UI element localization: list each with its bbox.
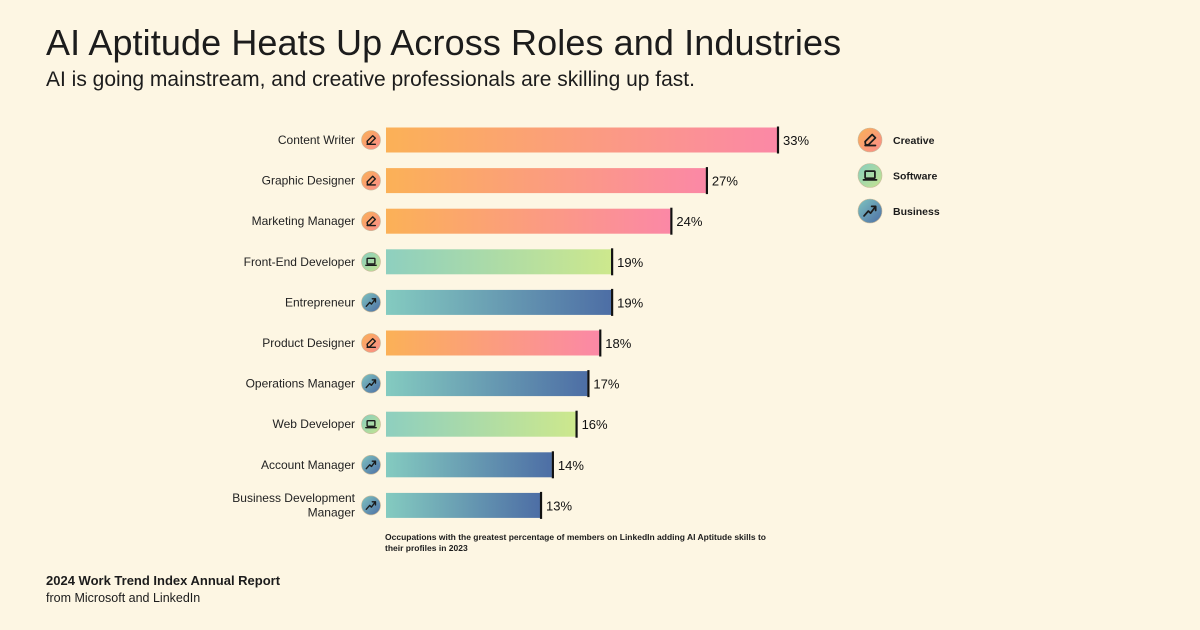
category-label: Entrepreneur [285,295,355,309]
trend-up-icon [365,298,377,307]
category-icon [361,454,381,475]
trend-up-icon [365,379,377,389]
category-icon [361,211,381,231]
value-label: 17% [593,377,619,392]
value-label: 16% [582,417,608,432]
category-label: Business Development Manager [232,491,355,520]
value-label: 33% [783,133,809,148]
category-icon [361,130,381,150]
pencil-icon [366,337,377,349]
bar-row: Web Developer 16% [273,410,608,438]
pencil-icon [864,133,877,147]
category-icon [361,373,381,394]
value-label: 14% [558,458,584,473]
category-label: Web Developer [273,417,356,431]
bar-row: Account Manager 14% [261,451,584,479]
category-label: Account Manager [261,458,355,472]
bar [386,411,576,437]
bar [386,249,612,275]
legend-swatch [857,198,883,224]
category-icon [361,170,381,191]
bar-row: Front-End Developer 19% [244,248,644,276]
value-label: 19% [617,295,643,310]
legend-swatch [857,127,883,153]
laptop-icon [365,257,377,266]
pencil-icon [366,134,377,146]
category-label: Operations Manager [246,377,355,391]
report-source: from Microsoft and LinkedIn [46,591,201,605]
value-label: 27% [712,174,738,189]
category-icon [361,333,381,353]
category-label: Front-End Developer [244,255,355,269]
value-label: 19% [617,255,643,270]
bar-row: Entrepreneur 19% [285,288,644,316]
category-label: Content Writer [278,133,355,147]
value-label: 18% [605,336,631,351]
legend-label: Business [893,206,940,218]
bar [386,289,612,315]
category-icon [361,414,381,435]
bar-row: Product Designer 18% [262,329,632,357]
bar-row: Graphic Designer 27% [262,167,738,195]
bar [386,127,777,153]
category-label: Marketing Manager [252,214,355,228]
bar [386,492,541,518]
laptop-icon [862,170,878,181]
category-label: Graphic Designer [262,174,355,188]
trend-up-icon [863,205,877,217]
bar [386,452,552,478]
bar-row: Marketing Manager 24% [252,207,703,235]
bar [386,208,671,234]
bar-row: Operations Manager 17% [246,370,620,398]
legend-swatch [857,163,883,188]
trend-up-icon [365,460,377,470]
legend-item: Software [857,163,938,188]
legend-item: Creative [857,127,935,153]
legend-item: Business [857,198,940,224]
bar [386,371,588,397]
trend-up-icon [365,501,377,510]
bar-row: Content Writer 33% [278,126,809,154]
legend-label: Software [893,171,938,183]
chart-footnote: Occupations with the greatest percentage… [385,532,766,553]
value-label: 24% [676,214,702,229]
laptop-icon [365,420,377,429]
chart-title: AI Aptitude Heats Up Across Roles and In… [46,22,842,63]
bar [386,168,706,194]
chart-subtitle: AI is going mainstream, and creative pro… [46,68,695,91]
category-icon [361,292,381,313]
pencil-icon [366,216,377,227]
category-label: Product Designer [262,336,355,350]
bar [386,330,600,356]
category-icon [361,251,381,272]
pencil-icon [366,175,377,186]
bar-row: Business Development Manager 13% [232,491,572,520]
legend-label: Creative [893,135,935,147]
report-title: 2024 Work Trend Index Annual Report [46,573,281,588]
value-label: 13% [546,498,572,513]
category-icon [361,495,381,516]
